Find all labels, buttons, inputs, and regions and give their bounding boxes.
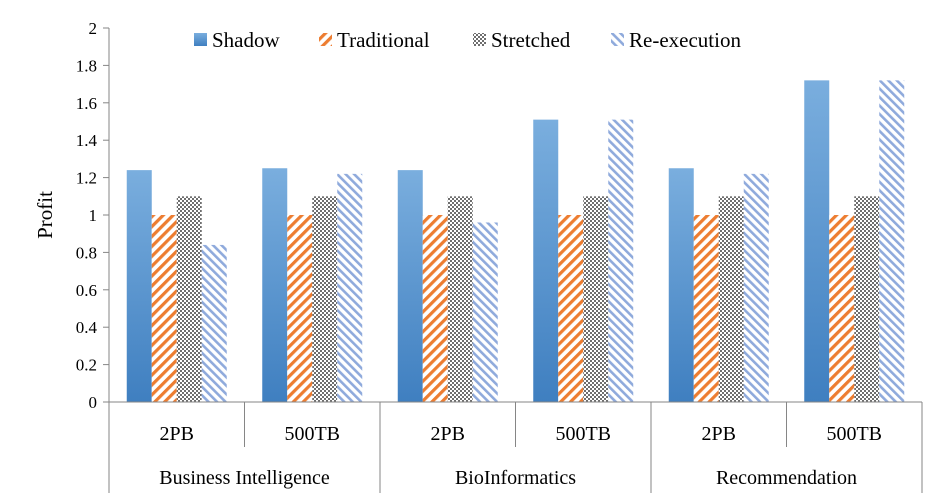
y-tick-label: 1.4	[76, 131, 98, 150]
legend-label: Shadow	[212, 28, 281, 52]
x-group-label: Recommendation	[716, 467, 857, 489]
legend-label: Stretched	[491, 28, 571, 52]
bar-re-execution	[879, 80, 905, 403]
y-tick-label: 0.2	[76, 356, 97, 375]
bar-traditional	[151, 215, 177, 402]
x-group-label: BioInformatics	[455, 467, 576, 489]
bar-stretched	[312, 196, 338, 402]
bars	[126, 80, 905, 403]
x-category-label: 500TB	[284, 423, 340, 445]
legend-swatch-shadow	[194, 33, 207, 46]
bar-stretched	[176, 196, 202, 402]
y-tick-label: 0	[89, 393, 98, 412]
x-category-label: 2PB	[160, 423, 194, 445]
y-tick-label: 1.2	[76, 169, 97, 188]
bar-stretched	[718, 196, 744, 402]
y-tick-label: 1	[89, 206, 98, 225]
bar-traditional	[829, 215, 855, 402]
bar-traditional	[558, 215, 584, 402]
bar-stretched	[854, 196, 880, 402]
y-tick-label: 0.6	[76, 281, 97, 300]
bar-shadow	[804, 80, 830, 403]
bar-stretched	[583, 196, 609, 402]
bar-re-execution	[608, 119, 634, 402]
x-category-label: 2PB	[431, 423, 465, 445]
x-axis: 2PB 500TB 2PB 500TB 2PB 500TB Business Intelli…	[108, 401, 923, 493]
bar-shadow	[126, 170, 152, 402]
bar-traditional	[422, 215, 448, 402]
y-tick-label: 1.8	[76, 56, 97, 75]
y-axis-title: Profit	[33, 191, 57, 239]
bar-stretched	[447, 196, 473, 402]
bar-traditional	[287, 215, 313, 402]
legend-swatch-traditional	[319, 33, 332, 46]
x-category-label: 500TB	[555, 423, 611, 445]
legend: Shadow Traditional Stretched Re-execution	[194, 28, 741, 52]
bar-shadow	[668, 168, 694, 402]
bar-shadow	[262, 168, 288, 402]
bar-re-execution	[743, 173, 769, 402]
bar-re-execution	[472, 222, 498, 402]
bar-shadow	[397, 170, 423, 402]
legend-label: Traditional	[337, 28, 430, 52]
bar-shadow	[533, 119, 559, 402]
y-tick-label: 0.8	[76, 243, 97, 262]
x-category-label: 2PB	[702, 423, 736, 445]
legend-label: Re-execution	[629, 28, 741, 52]
y-tick-label: 2	[89, 19, 98, 38]
y-tick-label: 1.6	[76, 94, 97, 113]
bar-traditional	[693, 215, 719, 402]
x-category-label: 500TB	[826, 423, 882, 445]
bar-re-execution	[337, 173, 363, 402]
y-tick-label: 0.4	[76, 318, 98, 337]
legend-swatch-stretched	[473, 33, 486, 46]
x-group-label: Business Intelligence	[159, 467, 330, 489]
y-axis: 0 0.2 0.4 0.6 0.8 1 1.2 1.4 1.6 1.8 2	[76, 19, 110, 412]
legend-swatch-re-execution	[611, 33, 624, 46]
bar-re-execution	[201, 244, 227, 402]
